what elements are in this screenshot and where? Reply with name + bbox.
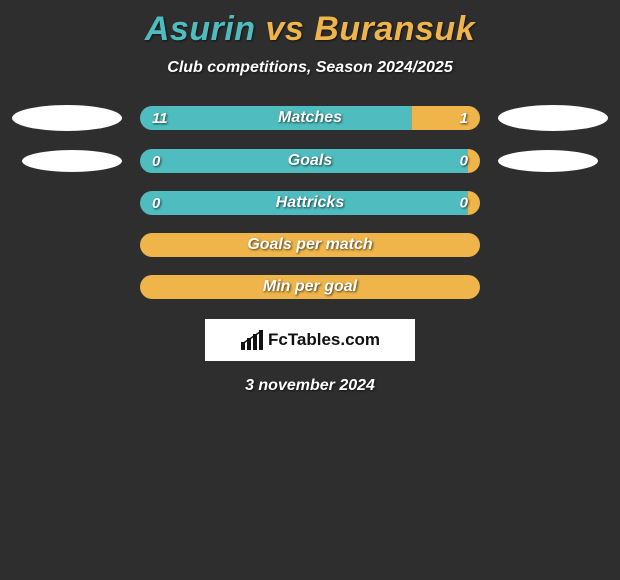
stat-bar-right xyxy=(468,191,480,215)
stat-right-value: 0 xyxy=(460,195,468,212)
ellipse-slot-left xyxy=(12,150,122,172)
stat-right-value: 0 xyxy=(460,153,468,170)
date-text: 3 november 2024 xyxy=(0,377,620,395)
stat-bar-matches: 11 1 Matches xyxy=(140,106,480,130)
player2-marker-ellipse-small xyxy=(498,150,598,172)
title-vs: vs xyxy=(256,10,315,48)
stat-bar-hattricks: 0 Hattricks 0 xyxy=(140,191,480,215)
stat-label: Goals per match xyxy=(247,236,372,254)
ellipse-slot-right xyxy=(498,150,608,172)
stat-bar-left: 0 xyxy=(140,191,468,215)
stat-left-value: 0 xyxy=(152,153,160,170)
brand-box[interactable]: FcTables.com xyxy=(205,319,415,361)
brand-text: FcTables.com xyxy=(268,330,380,350)
player1-marker-ellipse-small xyxy=(22,150,122,172)
stat-bar-min-per-goal: Min per goal xyxy=(140,275,480,299)
player1-marker-ellipse xyxy=(12,105,122,131)
stat-row-goals: 0 Goals 0 xyxy=(0,149,620,173)
stat-bar-goals-per-match: Goals per match xyxy=(140,233,480,257)
stat-label: Min per goal xyxy=(263,278,357,296)
stat-row-matches: 11 1 Matches xyxy=(0,105,620,131)
stat-bar-goals: 0 Goals 0 xyxy=(140,149,480,173)
infographic-root: Asurin vs Buransuk Club competitions, Se… xyxy=(0,0,620,580)
title-player2: Buransuk xyxy=(314,10,475,48)
stat-right-value: 1 xyxy=(460,110,468,127)
stat-left-value: 11 xyxy=(152,110,168,127)
stat-bar-left: 0 xyxy=(140,149,468,173)
player2-marker-ellipse xyxy=(498,105,608,131)
subtitle: Club competitions, Season 2024/2025 xyxy=(0,59,620,77)
bars-icon xyxy=(240,330,264,350)
stat-bar-left: 11 xyxy=(140,106,412,130)
stat-bar-right: 1 xyxy=(412,106,480,130)
page-title: Asurin vs Buransuk xyxy=(0,0,620,49)
stat-row-hattricks: 0 Hattricks 0 xyxy=(0,191,620,215)
stat-bar-right xyxy=(468,149,480,173)
stat-left-value: 0 xyxy=(152,195,160,212)
title-player1: Asurin xyxy=(145,10,256,48)
